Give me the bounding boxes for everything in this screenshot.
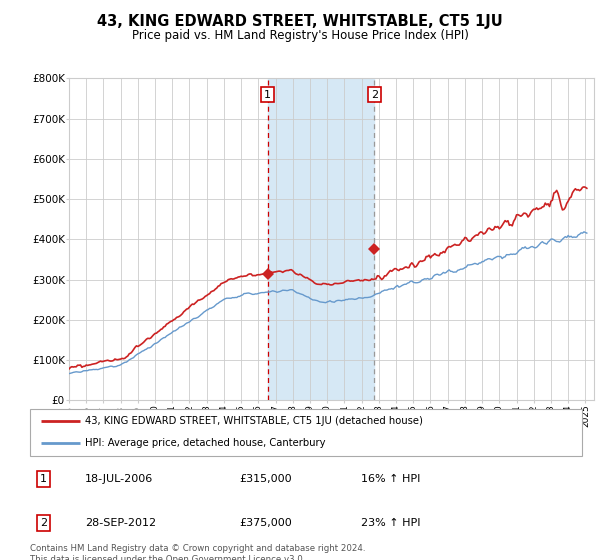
Text: 23% ↑ HPI: 23% ↑ HPI — [361, 518, 421, 528]
Text: 43, KING EDWARD STREET, WHITSTABLE, CT5 1JU: 43, KING EDWARD STREET, WHITSTABLE, CT5 … — [97, 14, 503, 29]
Bar — [268, 78, 374, 400]
Text: 43, KING EDWARD STREET, WHITSTABLE, CT5 1JU (detached house): 43, KING EDWARD STREET, WHITSTABLE, CT5 … — [85, 416, 423, 426]
Text: Price paid vs. HM Land Registry's House Price Index (HPI): Price paid vs. HM Land Registry's House … — [131, 29, 469, 42]
Text: 16% ↑ HPI: 16% ↑ HPI — [361, 474, 421, 484]
Text: 1: 1 — [40, 474, 47, 484]
Text: 2: 2 — [371, 90, 378, 100]
Text: 1: 1 — [264, 90, 271, 100]
Text: 28-SEP-2012: 28-SEP-2012 — [85, 518, 157, 528]
Text: HPI: Average price, detached house, Canterbury: HPI: Average price, detached house, Cant… — [85, 438, 326, 448]
Text: £375,000: £375,000 — [240, 518, 293, 528]
Text: £315,000: £315,000 — [240, 474, 292, 484]
Text: 2: 2 — [40, 518, 47, 528]
Text: Contains HM Land Registry data © Crown copyright and database right 2024.
This d: Contains HM Land Registry data © Crown c… — [30, 544, 365, 560]
Text: 18-JUL-2006: 18-JUL-2006 — [85, 474, 154, 484]
